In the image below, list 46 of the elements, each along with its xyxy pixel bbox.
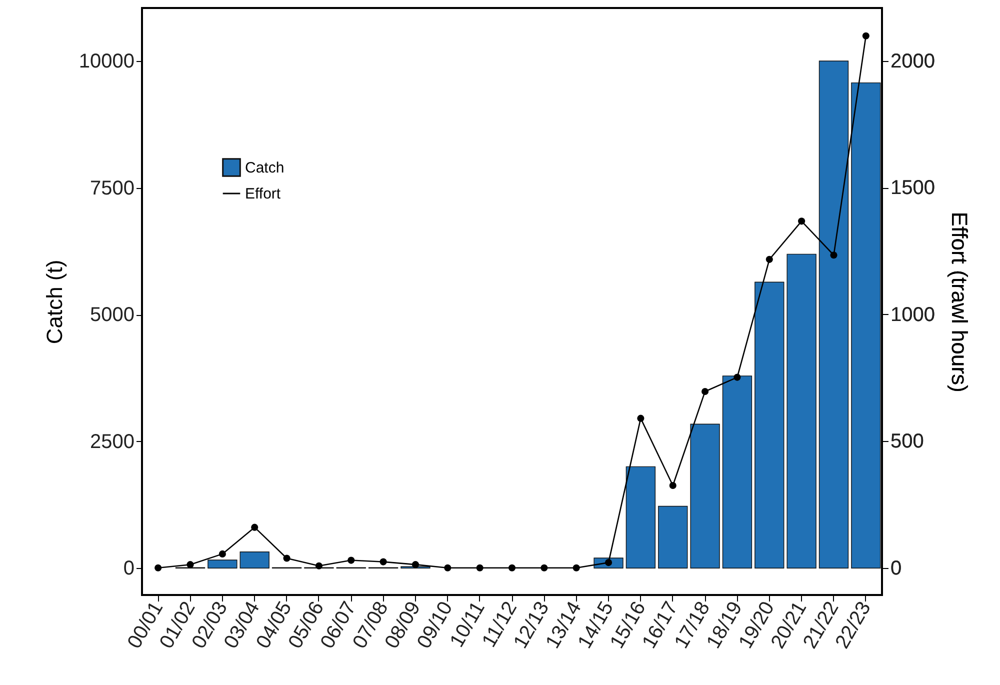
point xyxy=(186,561,194,568)
bar xyxy=(208,560,238,568)
point xyxy=(798,218,806,225)
y-tick-label: 2500 xyxy=(90,430,134,453)
bar xyxy=(240,552,270,568)
y-axis-title: Catch (t) xyxy=(42,260,67,344)
point xyxy=(734,374,741,381)
point xyxy=(315,562,322,570)
bar xyxy=(786,254,816,568)
y-tick-label: 0 xyxy=(123,558,134,580)
bar xyxy=(818,60,849,568)
point xyxy=(154,564,162,572)
bar xyxy=(690,424,720,568)
point xyxy=(444,564,452,572)
point xyxy=(830,252,838,259)
y-tick-label: 5000 xyxy=(90,304,134,326)
point xyxy=(380,558,387,566)
point xyxy=(766,256,773,263)
legend-label: Effort xyxy=(245,186,282,202)
point xyxy=(218,550,226,558)
bar xyxy=(851,82,881,568)
bar xyxy=(626,466,656,568)
y2-tick-label: 500 xyxy=(890,430,924,453)
point xyxy=(862,32,870,40)
point xyxy=(412,561,420,568)
point xyxy=(508,564,516,572)
point xyxy=(702,388,709,396)
y-tick-label: 10000 xyxy=(78,50,134,72)
y2-axis-title: Effort (trawl hours) xyxy=(946,212,972,392)
point xyxy=(283,554,290,562)
y2-tick-label: 0 xyxy=(890,557,902,580)
point xyxy=(540,564,548,572)
point xyxy=(251,524,258,531)
point xyxy=(348,556,355,564)
point xyxy=(637,414,644,422)
y-tick-label: 7500 xyxy=(90,177,134,200)
bar xyxy=(722,376,752,568)
point xyxy=(669,482,676,490)
bar xyxy=(658,506,688,568)
bar xyxy=(754,282,784,568)
y2-tick-label: 2000 xyxy=(890,50,935,72)
point xyxy=(572,564,580,572)
point xyxy=(476,564,484,572)
legend-label: Catch xyxy=(245,160,284,176)
y2-tick-label: 1500 xyxy=(890,177,935,200)
y2-tick-label: 1000 xyxy=(890,304,935,326)
